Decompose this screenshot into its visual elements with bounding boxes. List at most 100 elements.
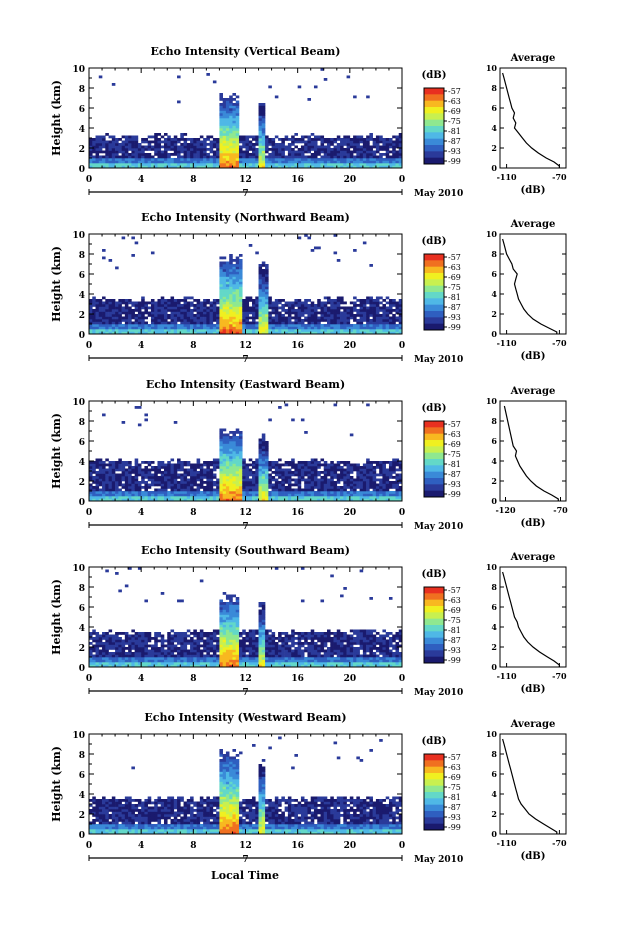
x-tick-label: 0 <box>399 175 405 185</box>
x-tick-label: 12 <box>239 175 252 185</box>
y-tick-label: 4 <box>79 291 85 301</box>
x-tick-label: 0 <box>86 841 92 851</box>
colorbar-swatch <box>424 452 444 460</box>
profile-y-tick-label: 0 <box>491 163 497 173</box>
colorbar-swatch <box>424 292 444 299</box>
colorbar-swatch <box>424 779 444 787</box>
x-tick-label: 16 <box>291 341 304 351</box>
profile-plot: Average 0 2 4 6 8 10 -110 -70 (dB) <box>486 719 567 862</box>
colorbar-tick-label: -93 <box>448 480 461 489</box>
colorbar-tick-label: -87 <box>448 470 461 479</box>
profile-y-tick-label: 6 <box>491 769 497 779</box>
colorbar-tick-label: -81 <box>448 626 461 635</box>
y-axis-label: Height (km) <box>50 80 63 156</box>
profile-y-tick-label: 6 <box>491 103 497 113</box>
x-tick-label: 0 <box>399 674 405 684</box>
colorbar-swatch <box>424 631 444 639</box>
colorbar-swatch <box>424 107 444 114</box>
profile-x-label: (dB) <box>521 851 546 862</box>
colorbar-swatch <box>424 132 444 140</box>
colorbar-tick-label: -75 <box>448 616 461 625</box>
colorbar-tick-label: -63 <box>448 97 461 106</box>
colorbar-tick-label: -81 <box>448 293 461 302</box>
colorbar-swatch <box>424 254 444 261</box>
y-axis-label: Height (km) <box>50 246 63 322</box>
x-tick-label: 4 <box>138 175 144 185</box>
x-tick-label: 8 <box>190 341 196 351</box>
colorbar-swatch <box>424 465 444 473</box>
profile-x-tick-label: -110 <box>497 338 517 348</box>
profile-y-tick-label: 10 <box>486 729 498 739</box>
colorbar-tick-label: -75 <box>448 283 461 292</box>
profile-title: Average <box>510 219 556 230</box>
colorbar-swatch <box>424 446 444 454</box>
profile-x-tick-label: -70 <box>552 338 567 348</box>
colorbar-swatch <box>424 625 444 632</box>
profile-x-tick-label: -110 <box>497 172 517 182</box>
colorbar-tick-label: -99 <box>448 656 461 665</box>
profile-x-tick-label: -70 <box>552 172 567 182</box>
colorbar-swatch <box>424 304 444 312</box>
x-tick-label: 16 <box>291 674 304 684</box>
colorbar-tick-label: -75 <box>448 450 461 459</box>
date-label: May 2010 <box>414 855 463 865</box>
x-tick-label: 0 <box>86 674 92 684</box>
y-tick-label: 6 <box>79 105 85 115</box>
heatmap-title: Echo Intensity (Southward Beam) <box>141 544 350 557</box>
colorbar-tick-label: -87 <box>448 636 461 645</box>
y-axis-label: Height (km) <box>50 413 63 489</box>
y-tick-label: 10 <box>72 564 85 574</box>
colorbar-swatch <box>424 811 444 818</box>
y-tick-label: 6 <box>79 438 85 448</box>
y-tick-label: 0 <box>79 664 85 674</box>
colorbar-tick-label: -93 <box>448 313 461 322</box>
colorbar-label: (dB) <box>422 736 447 747</box>
colorbar-swatch <box>424 798 444 806</box>
profile-y-tick-label: 6 <box>491 436 497 446</box>
colorbar-tick-label: -69 <box>448 273 461 282</box>
colorbar-swatch <box>424 279 444 287</box>
colorbar-swatch <box>424 490 444 498</box>
colorbar-swatch <box>424 119 444 127</box>
date-label: May 2010 <box>414 522 463 532</box>
colorbar-swatch <box>424 760 444 768</box>
x-tick-label: 12 <box>239 841 252 851</box>
colorbar-frame <box>423 253 445 331</box>
colorbar-swatch <box>424 440 444 447</box>
heatmap-cells <box>89 567 403 668</box>
profile-line <box>503 405 559 501</box>
colorbar-swatch <box>424 484 444 492</box>
x-tick-label: 20 <box>344 341 357 351</box>
profile-line <box>502 72 560 168</box>
x-tick-label: 0 <box>86 341 92 351</box>
y-tick-label: 4 <box>79 791 85 801</box>
colorbar-tick-label: -93 <box>448 646 461 655</box>
heatmap-cells <box>89 234 403 335</box>
colorbar-tick-label: -63 <box>448 430 461 439</box>
y-tick-label: 0 <box>79 165 85 175</box>
colorbar-swatch <box>424 618 444 626</box>
x-tick-label: 20 <box>344 841 357 851</box>
colorbar-tick-label: -99 <box>448 323 461 332</box>
y-tick-label: 2 <box>79 311 85 321</box>
colorbar-tick-label: -87 <box>448 137 461 146</box>
colorbar-tick-label: -57 <box>448 753 461 762</box>
profile-y-tick-label: 10 <box>486 396 498 406</box>
profile-y-tick-label: 0 <box>491 329 497 339</box>
panel-0: Echo Intensity (Vertical Beam) 0 2 4 6 8 10 Hei… <box>50 45 567 199</box>
colorbar-swatch <box>424 606 444 613</box>
profile-plot: Average 0 2 4 6 8 10 -120 -70 (dB) <box>486 386 568 529</box>
colorbar-swatch <box>424 804 444 812</box>
profile-y-tick-label: 2 <box>491 309 497 319</box>
x-tick-label: 0 <box>399 841 405 851</box>
colorbar-tick-label: -75 <box>448 117 461 126</box>
colorbar-label: (dB) <box>422 403 447 414</box>
profile-plot: Average 0 2 4 6 8 10 -110 -70 (dB) <box>486 53 567 196</box>
colorbar-swatch <box>424 285 444 293</box>
colorbar-swatch <box>424 273 444 280</box>
colorbar-swatch <box>424 298 444 306</box>
colorbar-tick-label: -57 <box>448 253 461 262</box>
date-label: May 2010 <box>414 355 463 365</box>
colorbar-swatch <box>424 126 444 133</box>
